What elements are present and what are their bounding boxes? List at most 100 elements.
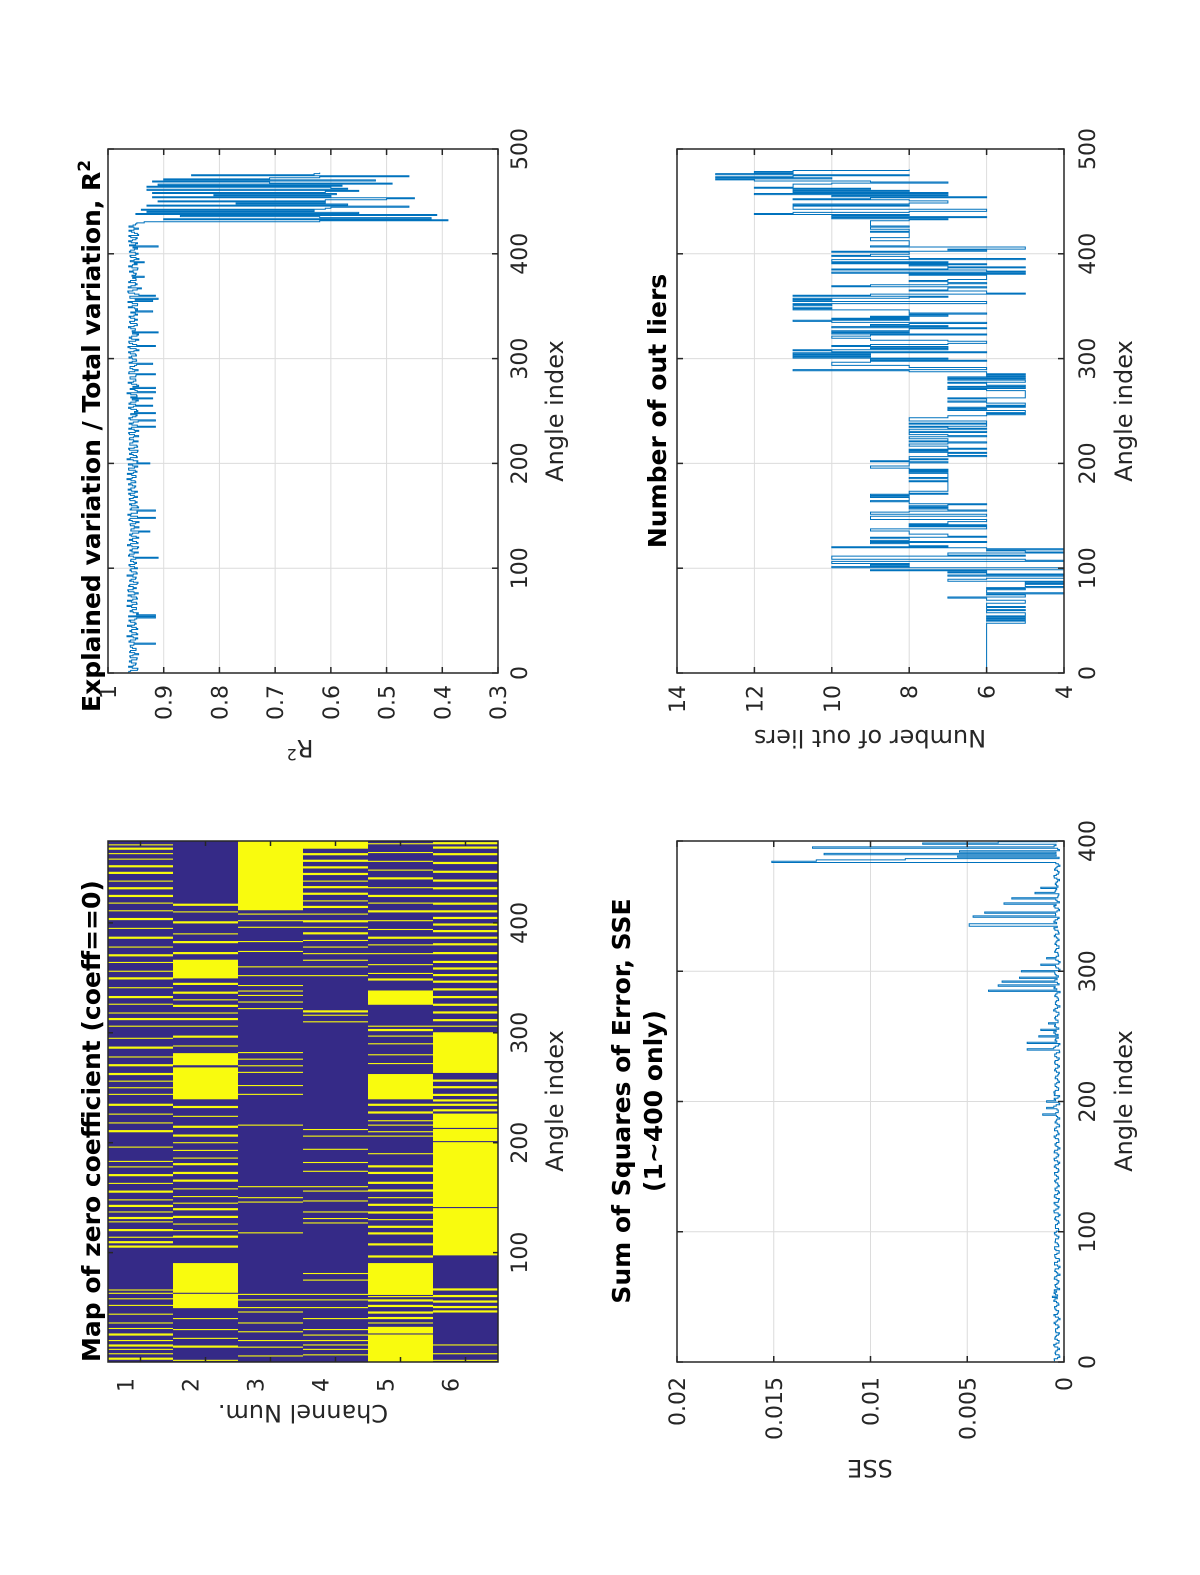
heatmap-zero-cell [433,936,498,939]
heatmap-ytick-label: 1 [115,1378,140,1392]
heatmap-zero-cell [368,1153,433,1155]
sse-xtick-label: 200 [1076,1081,1101,1123]
heatmap-zero-cell [368,1124,433,1126]
heatmap-zero-cell [173,1223,238,1225]
heatmap-zero-cell [368,1255,433,1258]
heatmap-zero-cell [433,1103,498,1106]
heatmap-zero-cell [433,1003,498,1006]
heatmap-zero-cell [108,961,173,964]
heatmap-zero-cell [433,1305,498,1309]
heatmap-zero-cell [108,1064,173,1067]
outliers-xtick-label: 0 [1076,666,1101,680]
heatmap-zero-cell [173,1188,238,1190]
heatmap-zero-cell [173,933,238,935]
heatmap-ytick-label: 4 [310,1378,335,1392]
heatmap-zero-cell [303,1161,368,1164]
heatmap-zero-cell [108,910,173,912]
heatmap-zero-cell [368,1243,433,1246]
heatmap-zero-cell [238,920,303,922]
heatmap-zero-cell [173,911,238,913]
outliers-ytick-label: 12 [743,685,768,713]
heatmap-zero-cell [303,966,368,968]
heatmap-zero-cell [108,1113,173,1115]
heatmap-zero-cell [108,1348,173,1350]
r2-ytick-label: 0.5 [376,685,401,720]
heatmap-zero-cell [303,1148,368,1150]
heatmap-zero-cell [368,972,433,974]
heatmap-zero-cell [173,959,238,979]
heatmap-zero-cell [108,1122,173,1124]
heatmap-zero-cell [238,1232,303,1234]
heatmap-zero-cell [238,1346,303,1348]
sse-ytick-label: 0.02 [666,1377,691,1426]
heatmap-zero-cell [108,887,173,890]
heatmap-zero-cell [108,902,173,904]
heatmap-zero-cell [433,1032,498,1073]
heatmap-zero-cell [303,1200,368,1202]
heatmap-zero-cell [368,1219,433,1221]
heatmap-zero-cell [238,1355,303,1357]
heatmap-zero-cell [173,921,238,924]
heatmap-zero-cell [433,995,498,999]
sse-xlabel: Angle index [1110,1030,1138,1172]
heatmap-zero-cell [303,1190,368,1192]
heatmap-zero-cell [108,1072,173,1076]
r2-xtick-label: 500 [508,128,533,170]
heatmap-zero-cell [433,916,498,920]
heatmap-zero-cell [108,936,173,939]
heatmap-ytick-label: 5 [375,1378,400,1392]
heatmap-zero-cell [303,959,368,961]
heatmap-zero-cell [303,1211,368,1213]
heatmap-zero-cell [108,1229,173,1232]
sse-xtick-label: 300 [1076,950,1101,992]
heatmap-zero-cell [238,1085,303,1087]
outliers-xtick-label: 200 [1076,442,1101,484]
heatmap-zero-cell [303,1014,368,1016]
heatmap-zero-cell [303,1334,368,1336]
heatmap-zero-cell [108,847,173,850]
heatmap-zero-cell [108,1093,173,1095]
heatmap-zero-cell [173,1215,238,1219]
heatmap-zero-cell [238,1197,303,1199]
heatmap-column-channel-3 [238,841,303,1362]
heatmap-zero-cell [108,917,173,921]
heatmap-zero-cell [108,858,173,860]
r2-ytick-label: 0.7 [264,685,289,720]
heatmap-zero-cell [433,1288,498,1291]
heatmap-zero-cell [238,913,303,915]
heatmap-zero-cell [433,887,498,890]
heatmap-zero-cell [303,1135,368,1137]
outliers-ytick-label: 10 [821,685,846,713]
heatmap-zero-cell [303,939,368,942]
heatmap-zero-cell [108,1017,173,1021]
heatmap-zero-cell [433,1019,498,1022]
heatmap-zero-cell [108,1190,173,1193]
sse-xtick-label: 0 [1076,1355,1101,1369]
heatmap-zero-cell [368,1311,433,1314]
heatmap-zero-cell [108,1025,173,1027]
heatmap-zero-cell [433,1025,498,1027]
r2-ytick-label: 0.4 [431,685,456,720]
heatmap-zero-cell [303,886,368,889]
heatmap-zero-cell [368,1263,433,1295]
heatmap-zero-cell [368,1120,433,1122]
heatmap-zero-cell [303,953,368,955]
heatmap-zero-cell [108,946,173,948]
heatmap-zero-cell [368,1304,433,1308]
heatmap-zero-cell [303,1293,368,1295]
heatmap-zero-cell [433,1086,498,1089]
heatmap-zero-cell [108,865,173,868]
zero-coefficient-map-panel: 100 200 300 400 1 2 3 4 5 6 Map of zero coefficie… [77,840,569,1427]
heatmap-zero-cell [108,1304,173,1306]
heatmap-zero-cell [368,1043,433,1045]
heatmap-zero-cell [173,1163,238,1166]
heatmap-zero-cell [433,1310,498,1313]
heatmap-zero-cell [303,1222,368,1224]
heatmap-zero-cell [303,1344,368,1346]
heatmap-zero-cell [368,910,433,913]
heatmap-zero-cell [108,1160,173,1162]
heatmap-zero-cell [173,1293,238,1309]
heatmap-zero-cell [108,1292,173,1294]
heatmap-zero-cell [368,860,433,862]
heatmap-zero-cell [108,1322,173,1324]
